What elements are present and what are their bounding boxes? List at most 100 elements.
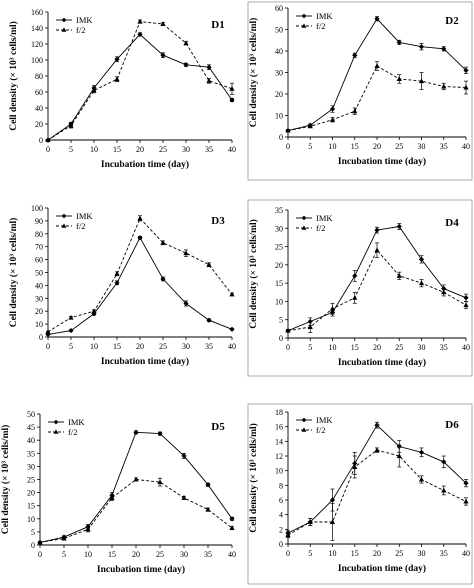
x-axis-label: Incubation time (day) — [101, 159, 189, 170]
panel-title: D6 — [445, 419, 459, 431]
legend-marker — [61, 213, 67, 219]
data-point — [229, 326, 235, 332]
data-point — [396, 273, 402, 278]
data-point — [374, 447, 380, 453]
x-tick-label: 30 — [418, 343, 426, 352]
x-tick-label: 30 — [418, 142, 426, 151]
legend-marker — [53, 429, 59, 434]
data-point — [374, 422, 380, 428]
x-tick-label: 10 — [329, 549, 337, 558]
y-tick-label: 120 — [31, 40, 43, 49]
y-tick-label: 50 — [275, 26, 283, 35]
series-line — [39, 431, 233, 543]
data-point — [374, 227, 380, 233]
y-tick-label: 10 — [275, 112, 283, 121]
x-tick-label: 5 — [69, 342, 73, 351]
x-tick-label: 0 — [46, 342, 50, 351]
y-tick-label: 0 — [279, 133, 283, 142]
y-tick-label: 5 — [31, 528, 35, 537]
series-IMK — [45, 31, 235, 143]
legend-label: IMK — [76, 211, 93, 221]
data-point — [441, 487, 447, 493]
y-axis-label: Cell density (× 10³ cells/ml) — [0, 425, 11, 535]
data-point — [307, 519, 313, 524]
y-tick-label: 60 — [35, 88, 43, 97]
data-point — [329, 519, 336, 524]
legend-label: IMK — [68, 417, 85, 427]
data-point — [183, 62, 189, 68]
data-point — [133, 476, 139, 482]
x-tick-label: 15 — [113, 342, 121, 351]
y-tick-label: 5 — [279, 316, 283, 325]
legend-label: f/2 — [316, 425, 325, 435]
data-point — [285, 127, 291, 133]
y-tick-label: 30 — [275, 69, 283, 78]
series-f2 — [37, 476, 235, 545]
data-point — [205, 506, 211, 512]
legend-label: IMK — [316, 213, 333, 223]
data-point — [181, 453, 187, 459]
data-point — [183, 300, 189, 307]
data-point — [206, 78, 212, 83]
series-line — [287, 449, 467, 536]
data-point — [229, 291, 235, 297]
y-tick-label: 10 — [35, 320, 43, 329]
y-tick-label: 6 — [279, 496, 283, 505]
series-line — [287, 65, 467, 132]
panel-border — [247, 403, 473, 585]
data-point — [137, 18, 143, 24]
panel-d4: 0 5 10 15 20 25 30 35 0 5 10 15 20 25 30 35 40 Incubation… — [247, 199, 473, 377]
y-tick-label: 15 — [275, 279, 283, 288]
data-point — [205, 482, 211, 488]
legend-marker — [61, 17, 67, 23]
legend-marker — [301, 225, 307, 230]
data-point — [418, 78, 425, 84]
series-IMK — [285, 421, 469, 536]
data-point — [463, 67, 469, 73]
x-tick-label: 20 — [136, 145, 144, 154]
legend-marker — [61, 27, 67, 32]
data-point — [160, 21, 166, 26]
x-tick-label: 35 — [440, 142, 448, 151]
data-point — [229, 97, 235, 103]
x-tick-label: 35 — [440, 343, 448, 352]
legend-label: f/2 — [316, 21, 325, 31]
data-point — [374, 63, 380, 69]
x-tick-label: 20 — [373, 343, 381, 352]
x-tick-label: 0 — [46, 145, 50, 154]
x-tick-label: 10 — [90, 342, 98, 351]
x-tick-label: 40 — [228, 342, 236, 351]
x-tick-label: 30 — [180, 550, 188, 559]
x-tick-label: 0 — [286, 549, 290, 558]
data-point — [133, 429, 139, 435]
x-axis-label: Incubation time (day) — [338, 563, 426, 574]
y-tick-label: 40 — [35, 104, 43, 113]
y-tick-label: 80 — [35, 72, 43, 81]
legend-label: f/2 — [76, 25, 85, 35]
x-tick-label: 15 — [351, 142, 359, 151]
series-f2 — [285, 444, 469, 541]
x-tick-label: 30 — [418, 549, 426, 558]
data-point — [307, 324, 313, 330]
x-tick-label: 25 — [156, 550, 164, 559]
data-point — [329, 117, 336, 122]
y-tick-label: 40 — [35, 281, 43, 290]
y-tick-label: 25 — [27, 476, 35, 485]
y-tick-label: 0 — [39, 333, 43, 342]
y-tick-label: 20 — [275, 90, 283, 99]
data-point — [45, 331, 51, 338]
data-point — [418, 280, 425, 286]
panel-title: D2 — [445, 15, 459, 27]
data-point — [329, 106, 336, 112]
y-tick-label: 60 — [275, 4, 283, 13]
legend-label: IMK — [316, 11, 333, 21]
x-tick-label: 10 — [329, 343, 337, 352]
x-tick-label: 15 — [351, 549, 359, 558]
y-tick-label: 50 — [35, 269, 43, 278]
data-point — [137, 31, 143, 37]
y-tick-label: 45 — [27, 423, 35, 432]
